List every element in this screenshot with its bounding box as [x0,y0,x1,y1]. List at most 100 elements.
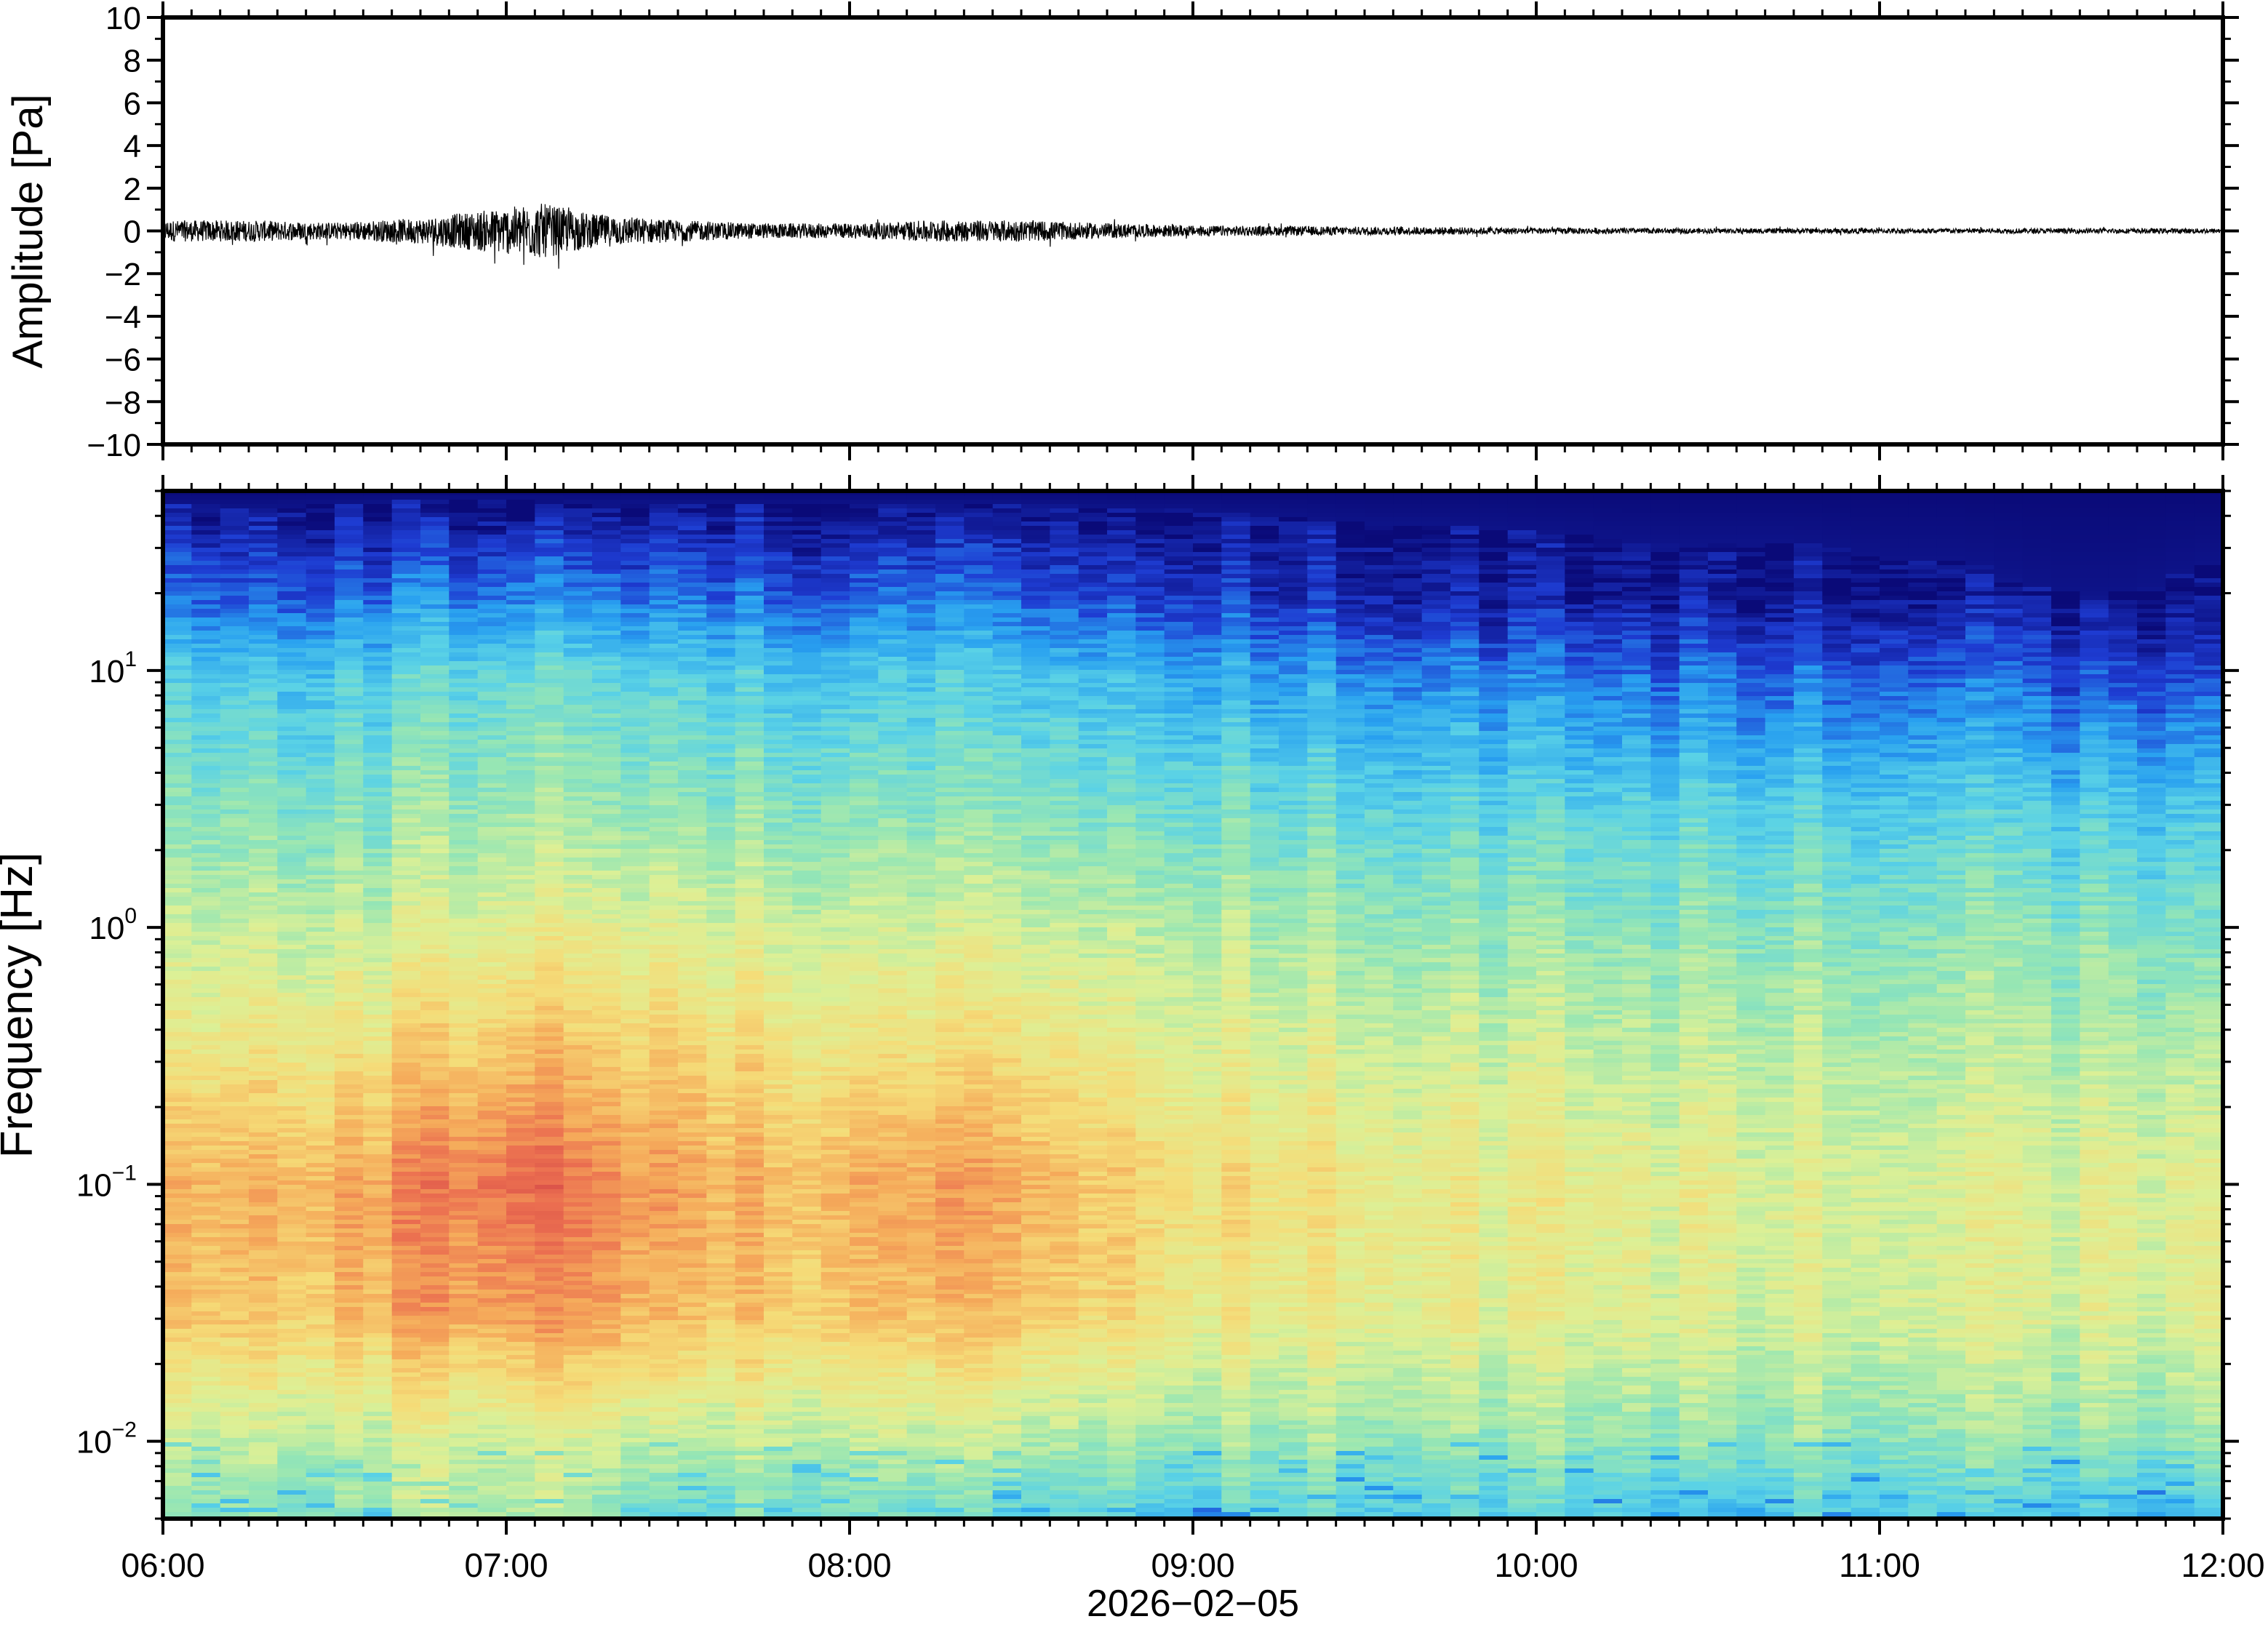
spectrogram-cell [564,1067,593,1072]
spectrogram-cell [306,1163,335,1168]
spectrogram-cell [478,792,507,797]
spectrogram-cell [191,1023,220,1028]
spectrogram-cell [249,1023,278,1028]
spectrogram-cell [335,788,364,793]
spectrogram-cell [535,1338,564,1343]
spectrogram-cell [277,1298,306,1303]
spectrogram-cell [363,1342,392,1347]
spectrogram-cell [249,1010,278,1015]
spectrogram-cell [678,1159,707,1164]
spectrogram-cell [535,1106,564,1111]
spectrogram-cell [392,1394,421,1399]
spectrogram-cell [392,748,421,753]
spectrogram-cell [592,1041,621,1046]
spectrogram-cell [249,1041,278,1046]
spectrogram-cell [249,1460,278,1465]
spectrogram-cell [306,1137,335,1142]
spectrogram-cell [420,1268,450,1273]
spectrogram-cell [392,1098,421,1103]
spectrogram-cell [592,1355,621,1360]
spectrogram-cell [306,766,335,771]
spectrogram-cell [592,1132,621,1138]
spectrogram-cell [592,1276,621,1282]
spectrogram-cell [592,1233,621,1238]
spectrogram-cell [620,657,650,662]
spectrogram-cell [650,1067,679,1072]
spectrogram-cell [706,683,735,688]
spectrogram-cell [678,744,707,749]
spectrogram-cell [478,687,507,692]
spectrogram-cell [163,692,192,697]
spectrogram-cell [564,652,593,657]
spectrogram-cell [535,679,564,684]
spectrogram-cell [191,530,220,535]
spectrogram-cell [620,757,650,762]
spectrogram-cell [620,1285,650,1290]
spectrogram-cell [249,1137,278,1142]
spectrogram-cell [306,1080,335,1085]
spectrogram-cell [620,940,650,946]
spectrogram-cell [706,1159,735,1164]
spectrogram-cell [620,1233,650,1238]
spectrogram-cell [163,1399,192,1404]
spectrogram-cell [420,609,450,614]
spectrogram-cell [163,879,192,884]
spectrogram-cell [706,731,735,736]
spectrogram-cell [335,954,364,959]
spectrogram-cell [535,1089,564,1094]
spectrogram-cell [249,495,278,500]
spectrogram-cell [592,1303,621,1308]
spectrogram-cell [163,613,192,618]
spectrogram-cell [335,1477,364,1482]
spectrogram-cell [392,539,421,544]
spectrogram-cell [363,1167,392,1172]
spectrogram-cell [678,932,707,937]
spectrogram-cell [163,954,192,959]
spectrogram-cell [706,1438,735,1443]
spectrogram-cell [220,1394,249,1399]
spectrogram-cell [335,1359,364,1364]
spectrogram-cell [506,1163,535,1168]
spectrogram-cell [535,692,564,697]
spectrogram-cell [335,779,364,784]
spectrogram-cell [277,923,306,928]
spectrogram-cell [420,613,450,618]
spectrogram-cell [564,1115,593,1120]
spectrogram-cell [478,927,507,932]
spectrogram-cell [592,993,621,998]
spectrogram-cell [163,901,192,906]
spectrogram-cell [335,766,364,771]
spectrogram-cell [191,858,220,863]
spectrogram-cell [420,622,450,627]
spectrogram-cell [650,578,679,583]
spectrogram-cell [249,1259,278,1264]
spectrogram-cell [420,932,450,937]
spectrogram-cell [706,1403,735,1408]
spectrogram-cell [564,796,593,801]
spectrogram-cell [564,727,593,732]
spectrogram-cell [420,1447,450,1452]
spectrogram-cell [478,1285,507,1290]
spectrogram-cell [735,578,764,583]
spectrogram-cell [335,683,364,688]
spectrogram-cell [249,718,278,723]
spectrogram-cell [620,583,650,588]
spectrogram-cell [564,1050,593,1055]
spectrogram-cell [191,1019,220,1024]
spectrogram-cell [535,980,564,985]
spectrogram-cell [220,1338,249,1343]
spectrogram-cell [191,796,220,801]
spectrogram-cell [535,648,564,653]
spectrogram-cell [277,980,306,985]
spectrogram-cell [592,1080,621,1085]
spectrogram-cell [620,692,650,697]
spectrogram-cell [735,583,764,588]
spectrogram-cell [592,1259,621,1264]
spectrogram-cell [620,936,650,941]
spectrogram-cell [249,687,278,692]
spectrogram-cell [678,565,707,570]
spectrogram-cell [678,1150,707,1155]
spectrogram-cell [249,1089,278,1094]
spectrogram-cell [478,761,507,767]
spectrogram-cell [706,591,735,596]
